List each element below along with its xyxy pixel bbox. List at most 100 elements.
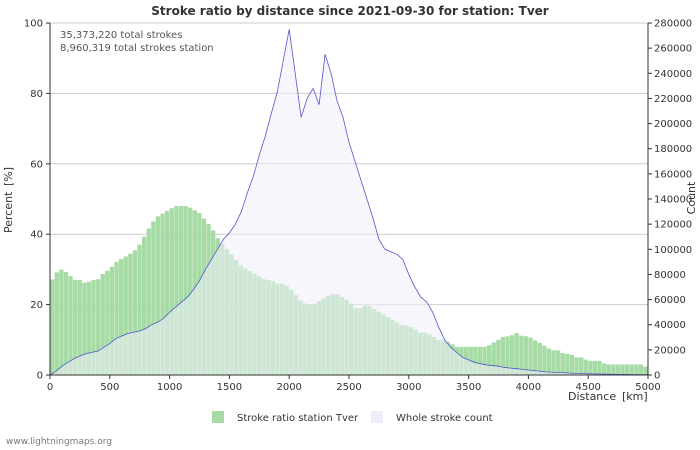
ratio-bar bbox=[510, 335, 515, 375]
ratio-bar bbox=[643, 366, 648, 375]
legend-swatch-count bbox=[371, 411, 383, 423]
ratio-bar bbox=[496, 339, 501, 375]
ratio-bar bbox=[178, 206, 184, 375]
ratio-bar bbox=[569, 354, 575, 375]
ratio-bar bbox=[583, 359, 588, 375]
ratio-bar bbox=[528, 337, 533, 375]
ratio-bar bbox=[174, 206, 179, 375]
ratio-bar bbox=[82, 282, 87, 375]
x-tick-label: 2000 bbox=[276, 382, 301, 393]
y-right-tick-label: 160000 bbox=[654, 169, 692, 180]
ratio-bar bbox=[96, 279, 101, 375]
x-tick-label: 5000 bbox=[635, 382, 660, 393]
x-tick-label: 4500 bbox=[575, 382, 600, 393]
y-left-tick-label: 20 bbox=[30, 300, 43, 311]
ratio-bar bbox=[151, 221, 156, 375]
ratio-bar bbox=[574, 357, 579, 375]
ratio-bar bbox=[132, 250, 138, 375]
y-right-tick-label: 140000 bbox=[654, 195, 692, 206]
ratio-bar bbox=[606, 364, 611, 375]
ratio-bar bbox=[533, 340, 538, 375]
ratio-bar bbox=[477, 346, 483, 375]
y-right-tick-label: 280000 bbox=[654, 19, 692, 30]
y-right-tick-label: 20000 bbox=[654, 345, 686, 356]
x-tick-label: 500 bbox=[100, 382, 119, 393]
ratio-bar bbox=[620, 364, 625, 375]
ratio-bar bbox=[155, 216, 161, 375]
y-left-axis-label: Percent bbox=[2, 191, 15, 233]
x-tick-label: 1500 bbox=[217, 382, 242, 393]
ratio-bar bbox=[519, 335, 524, 375]
ratio-bar bbox=[602, 363, 607, 375]
ratio-bar bbox=[105, 270, 110, 375]
x-tick-label: 2500 bbox=[336, 382, 361, 393]
ratio-bar bbox=[91, 279, 96, 375]
y-right-tick-label: 180000 bbox=[654, 144, 692, 155]
total-strokes-annotation: 35,373,220 total strokes bbox=[60, 30, 182, 41]
chart-title: Stroke ratio by distance since 2021-09-3… bbox=[151, 4, 549, 18]
ratio-bar bbox=[482, 346, 487, 375]
ratio-bar bbox=[109, 266, 115, 375]
ratio-bar bbox=[54, 272, 59, 375]
y-left-axis-unit: [%] bbox=[2, 167, 15, 186]
ratio-bar bbox=[188, 207, 193, 375]
ratio-bar bbox=[500, 337, 506, 375]
ratio-bar bbox=[487, 345, 492, 375]
ratio-bar bbox=[579, 357, 584, 375]
ratio-bar bbox=[137, 244, 142, 375]
x-axis-unit: [km] bbox=[622, 390, 648, 403]
y-right-tick-label: 200000 bbox=[654, 119, 692, 130]
site-credit: www.lightningmaps.org bbox=[6, 437, 112, 447]
station-strokes-annotation: 8,960,319 total strokes station bbox=[60, 43, 214, 54]
x-tick-label: 0 bbox=[47, 382, 53, 393]
y-right-tick-label: 0 bbox=[654, 371, 660, 382]
ratio-bar bbox=[491, 342, 496, 375]
ratio-bar bbox=[556, 350, 561, 375]
ratio-bar bbox=[114, 261, 119, 375]
x-tick-label: 3000 bbox=[396, 382, 421, 393]
ratio-bar bbox=[160, 213, 165, 375]
legend-label-count: Whole stroke count bbox=[396, 413, 493, 424]
x-axis-label: Distance bbox=[568, 390, 616, 403]
ratio-bar bbox=[169, 208, 174, 375]
ratio-bar bbox=[523, 336, 529, 375]
y-right-axis-label: Count bbox=[685, 181, 698, 214]
ratio-bar bbox=[128, 253, 133, 375]
ratio-bar bbox=[565, 353, 570, 375]
ratio-bar bbox=[165, 210, 170, 375]
ratio-bar bbox=[588, 360, 593, 375]
legend-label-ratio: Stroke ratio station Tver bbox=[237, 413, 359, 424]
ratio-bar bbox=[551, 350, 556, 375]
axes: 0 500 1000 1500 2000 2500 3000 3500 4000 4500 5000… bbox=[24, 19, 692, 394]
ratio-bar bbox=[638, 364, 644, 375]
ratio-bar bbox=[537, 343, 542, 375]
y-right-tick-label: 240000 bbox=[654, 69, 692, 80]
ratio-bar bbox=[473, 346, 478, 375]
ratio-bar bbox=[611, 364, 616, 375]
legend-swatch-ratio bbox=[212, 411, 224, 423]
x-tick-label: 4000 bbox=[516, 382, 541, 393]
y-right-tick-label: 100000 bbox=[654, 245, 692, 256]
ratio-bar bbox=[597, 360, 602, 375]
ratio-bar bbox=[100, 274, 105, 375]
x-tick-label: 3500 bbox=[456, 382, 481, 393]
ratio-bar bbox=[86, 281, 92, 375]
ratio-bar bbox=[59, 269, 64, 375]
y-right-tick-label: 120000 bbox=[654, 220, 692, 231]
count-area bbox=[50, 29, 648, 375]
y-right-tick-label: 80000 bbox=[654, 270, 686, 281]
ratio-bar bbox=[560, 353, 565, 375]
ratio-bar bbox=[68, 276, 73, 375]
ratio-bar bbox=[625, 364, 630, 375]
count-line bbox=[49, 29, 649, 376]
y-right-tick-label: 40000 bbox=[654, 320, 686, 331]
ratio-bar bbox=[146, 228, 151, 375]
ratio-bar bbox=[119, 259, 124, 375]
ratio-bar bbox=[592, 360, 598, 375]
ratio-bar bbox=[542, 345, 547, 375]
y-left-tick-label: 0 bbox=[37, 371, 43, 382]
ratio-bar bbox=[123, 256, 128, 375]
ratio-bar bbox=[73, 279, 78, 375]
y-left-tick-label: 80 bbox=[30, 89, 43, 100]
y-left-tick-label: 60 bbox=[30, 159, 43, 170]
